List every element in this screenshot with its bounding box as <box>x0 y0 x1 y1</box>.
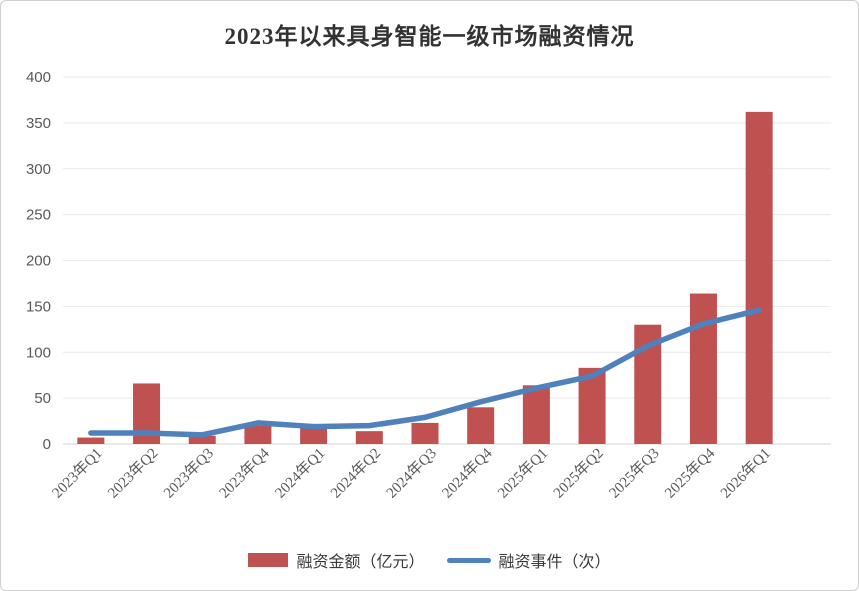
x-tick-label-2023年Q1: 2023年Q1 <box>49 445 106 502</box>
y-tick-label-0: 0 <box>43 436 51 453</box>
bar-2024年Q4 <box>467 407 495 444</box>
legend-bar-swatch <box>248 553 289 567</box>
chart-legend: 融资金额（亿元） 融资事件（次） <box>1 548 858 572</box>
y-tick-label-200: 200 <box>26 253 51 270</box>
x-tick-label-2025年Q1: 2025年Q1 <box>494 445 551 502</box>
y-tick-label-50: 50 <box>34 390 51 407</box>
x-tick-label-2024年Q4: 2024年Q4 <box>439 444 496 501</box>
y-tick-label-350: 350 <box>26 115 51 132</box>
bar-2024年Q1 <box>300 428 328 444</box>
x-tick-label-2023年Q3: 2023年Q3 <box>160 445 217 502</box>
legend-bar-label: 融资金额（亿元） <box>296 554 425 571</box>
bar-2023年Q4 <box>244 425 272 444</box>
bar-2024年Q3 <box>411 422 439 444</box>
bar-2025年Q4 <box>689 293 717 444</box>
y-tick-label-400: 400 <box>26 69 51 86</box>
bar-2024年Q2 <box>355 431 383 444</box>
x-tick-label-2026年Q1: 2026年Q1 <box>717 445 774 502</box>
x-tick-label-2025年Q2: 2025年Q2 <box>550 445 607 502</box>
bar-2026年Q1 <box>745 111 773 445</box>
legend-line-label: 融资事件（次） <box>498 554 611 571</box>
bar-2023年Q3 <box>188 435 216 444</box>
x-tick-label-2023年Q4: 2023年Q4 <box>216 444 273 501</box>
chart-title: 2023年以来具身智能一级市场融资情况 <box>224 24 635 49</box>
x-tick-label-2023年Q2: 2023年Q2 <box>105 445 162 502</box>
bar-2023年Q1 <box>77 437 105 444</box>
line-series <box>88 307 762 438</box>
bar-2025年Q1 <box>522 385 550 444</box>
y-tick-label-250: 250 <box>26 207 51 224</box>
x-tick-label-2024年Q2: 2024年Q2 <box>327 445 384 502</box>
x-tick-label-2024年Q1: 2024年Q1 <box>272 445 329 502</box>
legend-line-swatch <box>446 557 491 563</box>
x-tick-label-2025年Q4: 2025年Q4 <box>661 444 718 501</box>
y-tick-label-300: 300 <box>26 161 51 178</box>
y-tick-label-100: 100 <box>26 344 51 361</box>
x-tick-label-2024年Q3: 2024年Q3 <box>383 445 440 502</box>
y-tick-label-150: 150 <box>26 298 51 315</box>
x-tick-label-2025年Q3: 2025年Q3 <box>606 445 663 502</box>
